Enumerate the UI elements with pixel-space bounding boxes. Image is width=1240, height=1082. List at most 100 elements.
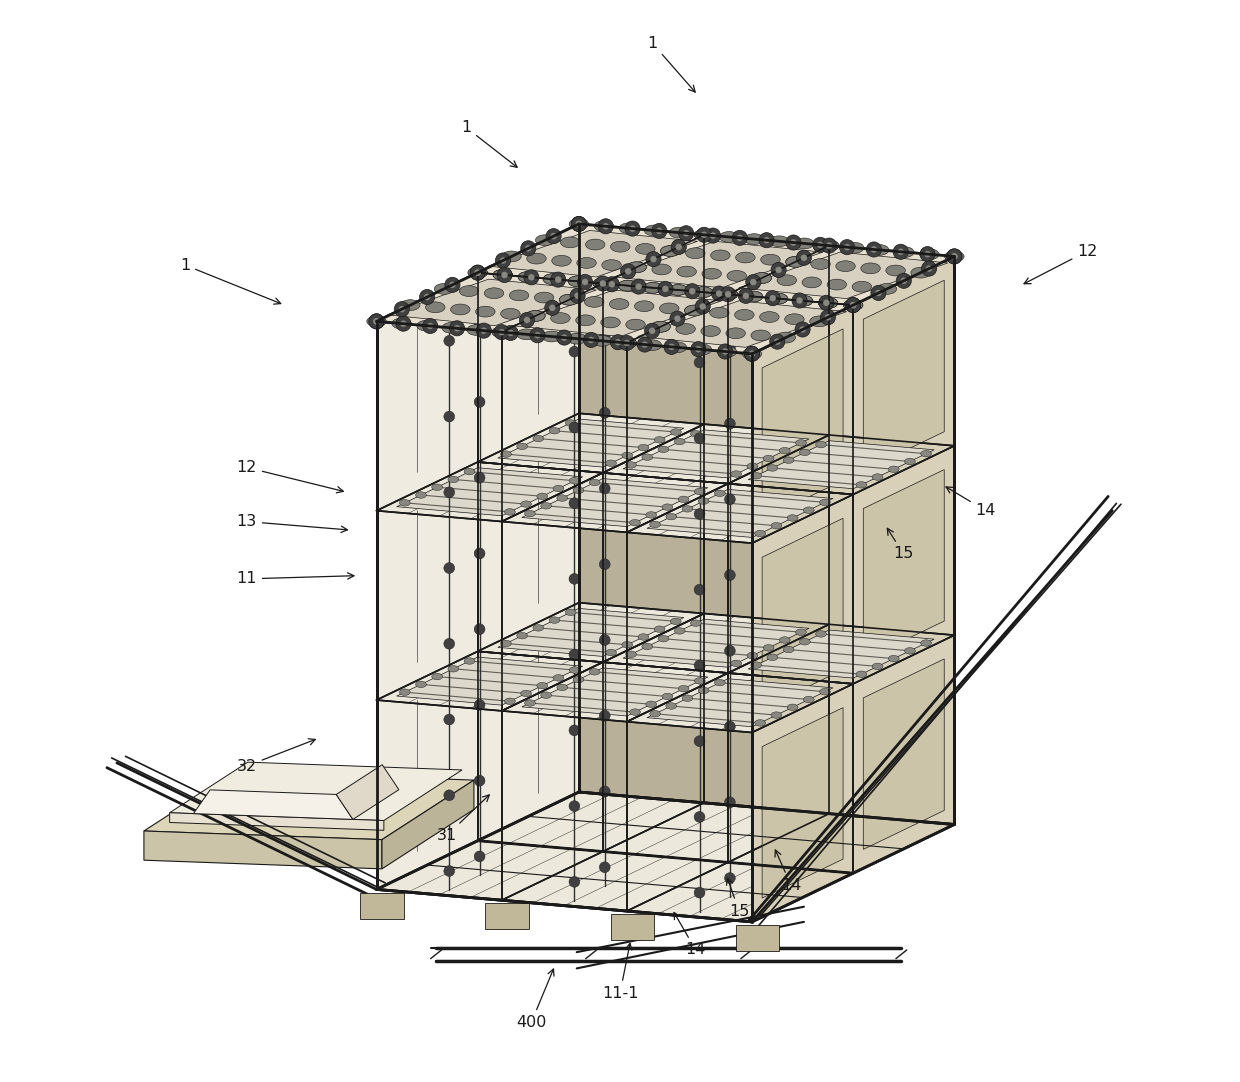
Circle shape — [575, 221, 582, 227]
Circle shape — [737, 235, 743, 241]
Circle shape — [694, 433, 706, 444]
Circle shape — [724, 569, 735, 580]
Circle shape — [947, 249, 962, 264]
Circle shape — [494, 325, 510, 340]
Ellipse shape — [795, 238, 813, 249]
Circle shape — [476, 324, 491, 339]
Ellipse shape — [725, 328, 745, 339]
Circle shape — [771, 263, 786, 278]
Ellipse shape — [525, 511, 536, 517]
Ellipse shape — [751, 273, 771, 283]
Polygon shape — [863, 470, 944, 660]
Ellipse shape — [746, 463, 758, 470]
Ellipse shape — [568, 276, 588, 287]
Circle shape — [629, 225, 636, 232]
Ellipse shape — [714, 490, 725, 497]
Polygon shape — [627, 862, 853, 922]
Ellipse shape — [501, 641, 511, 647]
Ellipse shape — [796, 629, 806, 635]
Ellipse shape — [432, 673, 443, 679]
Ellipse shape — [768, 654, 777, 660]
Ellipse shape — [666, 703, 677, 710]
Ellipse shape — [718, 289, 738, 300]
Polygon shape — [377, 841, 603, 900]
Circle shape — [724, 418, 735, 428]
Text: 1: 1 — [180, 258, 280, 304]
Ellipse shape — [662, 694, 673, 700]
Polygon shape — [739, 252, 947, 299]
Text: 1: 1 — [461, 120, 517, 168]
Ellipse shape — [816, 631, 826, 637]
Ellipse shape — [885, 265, 905, 276]
Circle shape — [843, 243, 851, 250]
Ellipse shape — [502, 251, 521, 262]
Ellipse shape — [619, 280, 637, 291]
Circle shape — [373, 318, 379, 325]
Ellipse shape — [621, 452, 632, 459]
Ellipse shape — [577, 258, 596, 268]
Ellipse shape — [553, 485, 564, 491]
Circle shape — [900, 278, 906, 285]
Ellipse shape — [399, 689, 410, 696]
Ellipse shape — [639, 445, 649, 451]
Ellipse shape — [691, 620, 702, 626]
Circle shape — [635, 283, 642, 290]
Polygon shape — [728, 435, 955, 494]
Ellipse shape — [618, 338, 636, 348]
Ellipse shape — [639, 634, 649, 641]
Ellipse shape — [800, 449, 810, 456]
Ellipse shape — [467, 267, 487, 278]
Circle shape — [790, 239, 796, 246]
Ellipse shape — [593, 278, 613, 289]
Circle shape — [684, 283, 699, 299]
Circle shape — [528, 274, 534, 280]
Ellipse shape — [467, 267, 487, 278]
Ellipse shape — [678, 497, 689, 502]
Circle shape — [624, 340, 630, 346]
Polygon shape — [477, 462, 853, 684]
Circle shape — [444, 714, 455, 725]
Ellipse shape — [655, 436, 665, 444]
Text: 15: 15 — [727, 879, 749, 919]
Text: 32: 32 — [237, 739, 315, 774]
Ellipse shape — [600, 317, 620, 328]
Ellipse shape — [920, 249, 939, 260]
Ellipse shape — [533, 435, 543, 441]
Ellipse shape — [676, 324, 696, 334]
Ellipse shape — [694, 229, 714, 240]
Ellipse shape — [717, 346, 737, 357]
Circle shape — [670, 312, 684, 327]
Ellipse shape — [763, 645, 774, 651]
Circle shape — [738, 288, 754, 303]
Polygon shape — [477, 651, 853, 873]
Ellipse shape — [692, 344, 712, 355]
Ellipse shape — [670, 227, 688, 238]
Circle shape — [678, 226, 693, 241]
Circle shape — [424, 294, 430, 301]
Circle shape — [743, 292, 749, 299]
Circle shape — [599, 483, 610, 493]
Polygon shape — [728, 814, 955, 873]
Ellipse shape — [494, 269, 512, 280]
Circle shape — [620, 264, 636, 279]
Circle shape — [770, 334, 785, 349]
Circle shape — [870, 286, 887, 301]
Circle shape — [821, 309, 836, 325]
Polygon shape — [728, 246, 955, 305]
Ellipse shape — [904, 459, 915, 465]
Ellipse shape — [684, 305, 704, 316]
Circle shape — [370, 314, 384, 329]
Circle shape — [401, 320, 407, 327]
Ellipse shape — [557, 494, 568, 501]
Polygon shape — [170, 762, 463, 820]
Ellipse shape — [818, 298, 838, 308]
Ellipse shape — [872, 474, 883, 480]
Circle shape — [373, 318, 379, 325]
Ellipse shape — [718, 289, 738, 300]
Text: 15: 15 — [888, 528, 914, 562]
Text: 11-1: 11-1 — [601, 944, 639, 1001]
Ellipse shape — [551, 313, 570, 324]
FancyBboxPatch shape — [610, 914, 653, 940]
Ellipse shape — [746, 652, 758, 659]
Ellipse shape — [682, 695, 693, 701]
